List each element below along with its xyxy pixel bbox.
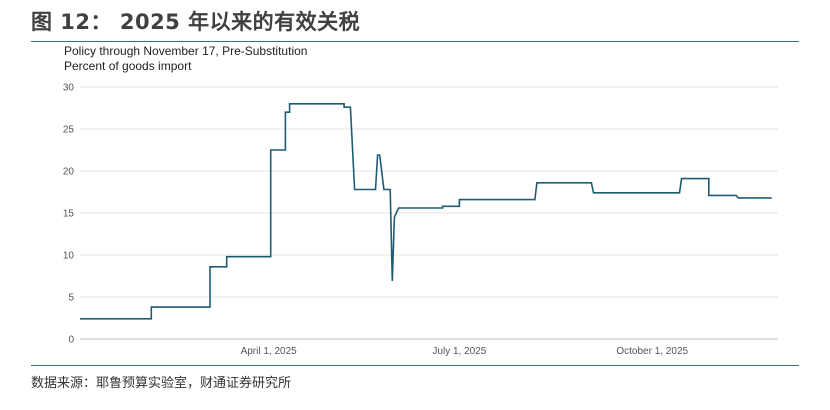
source-note: 数据来源：耶鲁预算实验室，财通证券研究所 bbox=[31, 376, 292, 391]
y-tick-label: 0 bbox=[68, 335, 74, 346]
y-tick-label: 5 bbox=[68, 293, 74, 304]
chart-subtitle: Policy through November 17, Pre-Substitu… bbox=[64, 44, 308, 58]
y-tick-label: 10 bbox=[63, 251, 75, 262]
y-tick-label: 30 bbox=[63, 83, 75, 94]
top-rule bbox=[31, 41, 799, 42]
x-tick-label: July 1, 2025 bbox=[432, 346, 486, 357]
figure-title: 图 12： 2025 年以来的有效关税 bbox=[31, 10, 361, 34]
y-tick-label: 25 bbox=[63, 125, 75, 136]
y-tick-label: 20 bbox=[63, 167, 75, 178]
y-tick-label: 15 bbox=[63, 209, 75, 220]
x-tick-label: October 1, 2025 bbox=[616, 346, 688, 357]
x-tick-label: April 1, 2025 bbox=[241, 346, 298, 357]
chart-unit-label: Percent of goods import bbox=[64, 59, 192, 73]
tariff-rate-series-line bbox=[80, 103, 772, 320]
bottom-rule bbox=[31, 365, 799, 366]
